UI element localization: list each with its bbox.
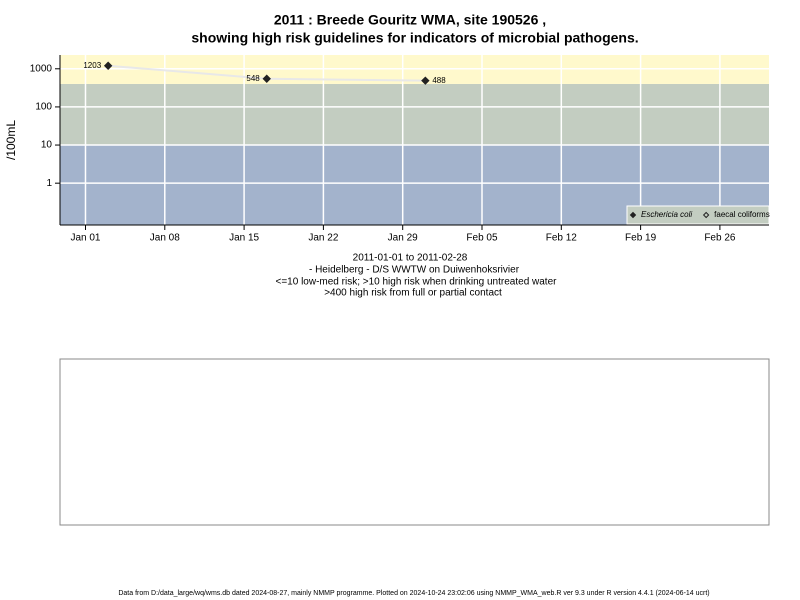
y-tick-label: 1000 (30, 63, 53, 74)
legend-marker (702, 211, 710, 219)
y-tick-label: 1 (46, 178, 52, 189)
legend-marker (629, 211, 637, 219)
y-tick-label: 10 (41, 140, 53, 151)
subtitle: >400 high risk from full or partial cont… (324, 288, 502, 299)
risk-band (60, 83, 769, 146)
empty-panel (59, 358, 770, 526)
data-label: 1203 (83, 61, 101, 70)
y-axis-label: /100mL (4, 120, 18, 160)
x-tick-label: Feb 26 (704, 233, 736, 244)
chart-title: showing high risk guidelines for indicat… (191, 30, 638, 46)
data-point (262, 74, 271, 83)
data-label: 548 (246, 74, 260, 83)
x-tick-label: Jan 01 (70, 233, 100, 244)
legend-box (626, 205, 770, 225)
y-tick-label: 100 (35, 102, 52, 113)
data-label: 488 (432, 76, 446, 85)
x-tick-label: Jan 08 (150, 233, 180, 244)
chart-title: 2011 : Breede Gouritz WMA, site 190526 , (274, 12, 546, 28)
data-point (421, 76, 430, 85)
subtitle: <=10 low-med risk; >10 high risk when dr… (276, 277, 558, 288)
legend-label: faecal coliforms (714, 210, 770, 219)
x-tick-label: Feb 19 (625, 233, 657, 244)
subtitle: 2011-01-01 to 2011-02-28 (353, 253, 468, 264)
data-point (103, 61, 113, 70)
x-tick-label: Feb 12 (546, 233, 578, 244)
x-tick-label: Feb 05 (466, 233, 498, 244)
footer: Data from D:/data_large/wq/wms.db dated … (118, 590, 709, 597)
x-tick-label: Jan 22 (308, 233, 338, 244)
x-tick-label: Jan 15 (229, 233, 259, 244)
legend-label: Eschericia coli (641, 210, 692, 219)
subtitle: - Heidelberg - D/S WWTW on Duiwenhoksriv… (309, 265, 520, 276)
x-tick-label: Jan 29 (388, 233, 418, 244)
